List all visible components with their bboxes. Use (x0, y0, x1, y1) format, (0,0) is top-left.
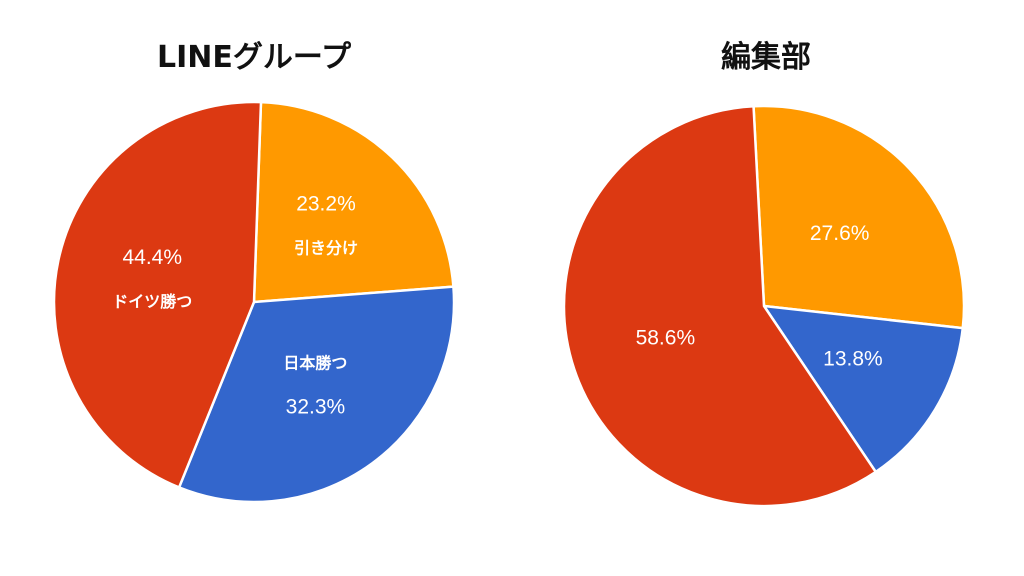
pie-slice-line-group-2 (52, 100, 263, 489)
pie-chart-line-group: 23.2% 引き分け 32.3% 日本勝つ 44.4% ドイツ勝つ (52, 100, 456, 504)
pie-value-label-editorial-2: 58.6% (636, 327, 696, 350)
pie-slice-editorial-0 (752, 104, 966, 330)
pie-value-label-line-group-1: 32.3% (286, 395, 346, 418)
pie-value-label-editorial-1: 13.8% (823, 347, 883, 370)
pie-chart-editorial: 27.6% 13.8% 58.6% (562, 104, 966, 508)
chart-title-line-group: LINEグループ (156, 40, 352, 75)
pie-slice-line-group-1 (177, 285, 456, 504)
pie-category-label-line-group-2: ドイツ勝つ (112, 292, 192, 311)
pie-value-label-editorial-0: 27.6% (810, 222, 870, 245)
chart-title-editorial: 編集部 (721, 40, 811, 75)
pie-slice-editorial-2 (562, 105, 877, 508)
pie-value-label-line-group-0: 23.2% (296, 192, 356, 215)
pie-slice-line-group-0 (252, 100, 455, 304)
pie-category-label-line-group-0: 引き分け (294, 238, 358, 257)
pie-slice-editorial-1 (762, 304, 965, 474)
pie-value-label-line-group-2: 44.4% (122, 246, 182, 269)
pie-category-label-line-group-1: 日本勝つ (283, 353, 347, 372)
